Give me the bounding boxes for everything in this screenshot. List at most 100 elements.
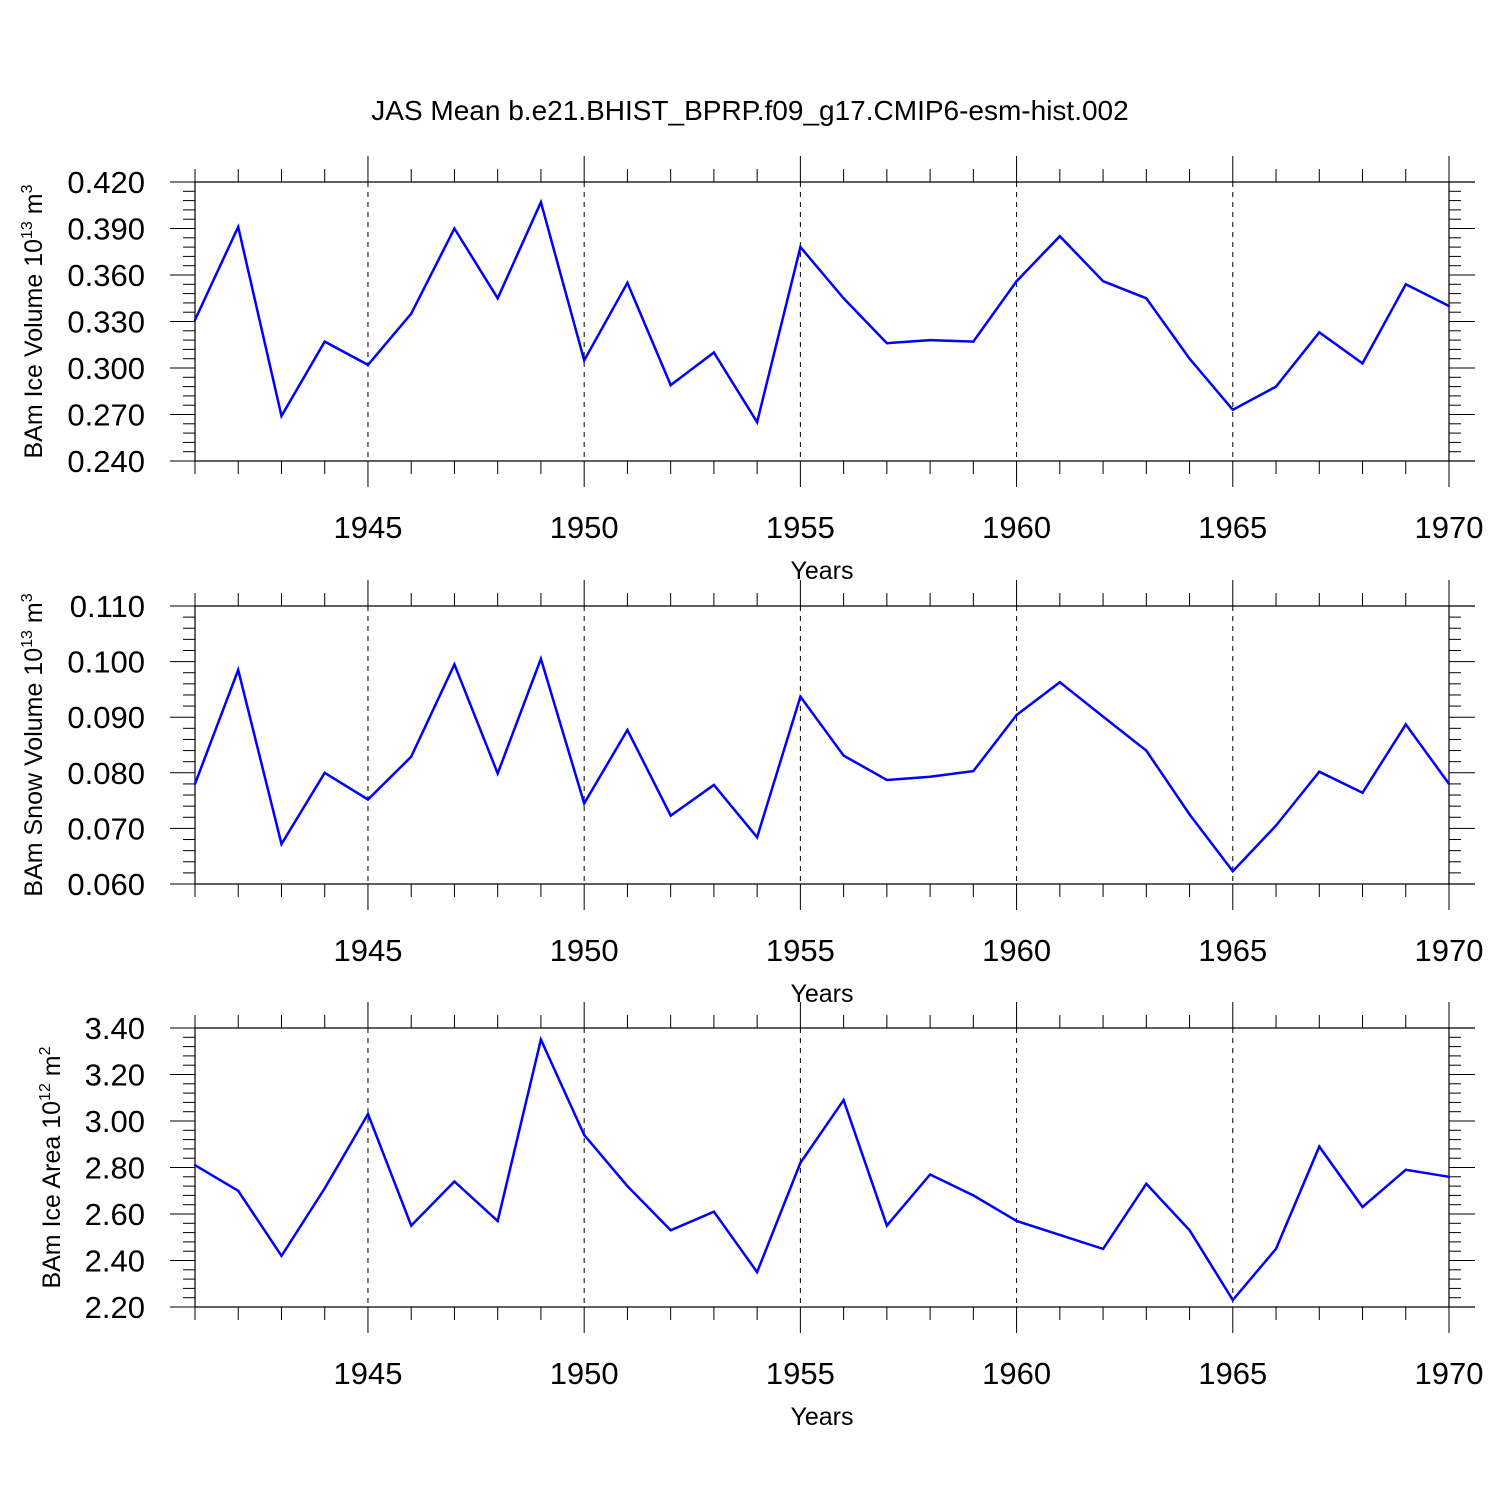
data-point — [1274, 385, 1278, 388]
y-tick-label: 0.080 — [67, 756, 145, 791]
x-tick-label: 1955 — [766, 1356, 835, 1391]
data-point — [237, 225, 240, 229]
data-point — [755, 1270, 759, 1274]
data-point — [496, 772, 499, 775]
y-tick-label: 0.090 — [67, 700, 145, 735]
data-point — [799, 1161, 802, 1165]
y-tick-label: 0.420 — [67, 165, 145, 200]
y-tick-label: 0.110 — [70, 589, 145, 624]
data-point — [1318, 331, 1321, 334]
y-tick-label: 0.070 — [67, 811, 145, 846]
y-tick-label: 2.60 — [85, 1197, 145, 1232]
data-point — [1361, 1205, 1364, 1209]
data-point — [539, 1038, 543, 1041]
data-point — [366, 363, 370, 367]
y-axis-label: BAm Ice Area 1012 m2 — [37, 1046, 66, 1288]
data-point — [1015, 280, 1018, 283]
x-tick-label: 1960 — [982, 510, 1051, 545]
data-point — [1101, 715, 1105, 718]
data-point — [1404, 1168, 1407, 1172]
x-tick-label: 1960 — [982, 1356, 1051, 1391]
data-point — [193, 782, 197, 786]
y-tick-label: 0.330 — [67, 305, 145, 340]
x-tick-label: 1965 — [1198, 933, 1267, 968]
x-tick-label: 1955 — [766, 933, 835, 968]
data-point — [1231, 1298, 1234, 1302]
data-point — [237, 1189, 240, 1192]
data-point — [842, 1098, 845, 1102]
data-point — [626, 1184, 629, 1188]
data-point — [885, 778, 889, 782]
data-point — [626, 281, 629, 284]
data-point — [1145, 1182, 1148, 1185]
data-point — [496, 1219, 499, 1223]
data-point — [539, 657, 543, 661]
data-point — [972, 340, 975, 343]
y-tick-label: 2.80 — [85, 1151, 145, 1186]
x-tick-label: 1950 — [550, 510, 619, 545]
data-point — [1404, 723, 1407, 726]
data-point — [453, 663, 456, 666]
data-point — [669, 814, 672, 817]
data-point — [1145, 749, 1148, 752]
data-point — [626, 728, 629, 732]
data-point — [885, 342, 889, 345]
data-point — [799, 245, 802, 249]
series-line — [193, 198, 1450, 426]
data-point — [1058, 1233, 1062, 1237]
data-point — [323, 771, 326, 774]
data-point — [928, 775, 932, 778]
y-axis-label: BAm Snow Volume 1013 m3 — [19, 593, 48, 896]
data-point — [1447, 1175, 1451, 1179]
x-tick-label: 1950 — [550, 1356, 619, 1391]
data-point — [1274, 1247, 1278, 1251]
x-axis-label: Years — [790, 1403, 853, 1431]
data-point — [539, 200, 543, 204]
data-point — [755, 836, 759, 839]
y-tick-label: 3.00 — [85, 1104, 145, 1139]
x-tick-label: 1945 — [333, 510, 402, 545]
x-tick-label: 1950 — [550, 933, 619, 968]
x-tick-label: 1945 — [333, 1356, 402, 1391]
y-tick-label: 0.270 — [67, 398, 145, 433]
data-point — [799, 695, 802, 698]
y-tick-label: 0.100 — [67, 645, 145, 680]
y-tick-label: 2.40 — [85, 1244, 145, 1279]
data-point — [1188, 1229, 1191, 1232]
x-axis-label: Years — [790, 980, 853, 1008]
x-tick-label: 1970 — [1415, 1356, 1484, 1391]
y-tick-label: 3.40 — [85, 1011, 145, 1046]
data-point — [1145, 297, 1148, 300]
data-point — [1231, 870, 1234, 873]
y-tick-label: 0.240 — [67, 444, 145, 479]
data-point — [582, 359, 586, 362]
x-tick-label: 1945 — [333, 933, 402, 968]
data-point — [1318, 1145, 1321, 1148]
x-tick-label: 1955 — [766, 510, 835, 545]
figure-title: JAS Mean b.e21.BHIST_BPRP.f09_g17.CMIP6-… — [371, 95, 1128, 126]
y-tick-label: 2.20 — [85, 1290, 145, 1325]
series-line — [193, 654, 1451, 874]
data-point — [582, 1133, 586, 1137]
y-axis-label: BAm Ice Volume 1013 m3 — [19, 184, 48, 458]
data-point — [323, 340, 326, 343]
data-point — [928, 338, 932, 342]
data-point — [410, 1224, 413, 1227]
data-point — [885, 1224, 889, 1227]
data-point — [1231, 408, 1234, 412]
data-point — [755, 421, 759, 424]
data-point — [928, 1173, 932, 1176]
data-point — [366, 798, 370, 801]
data-point — [1404, 283, 1407, 286]
data-point — [1447, 304, 1451, 308]
data-point — [1361, 791, 1364, 795]
chart-panel-1: 1945 1950 1955 1960 1965 1970 Years 0.240 0.270 0… — [19, 156, 1483, 585]
data-point — [842, 297, 845, 300]
data-point — [280, 842, 283, 846]
y-tick-label: 3.20 — [85, 1058, 145, 1093]
y-tick-label: 0.300 — [67, 351, 145, 386]
data-point — [582, 802, 586, 805]
data-point — [366, 1112, 370, 1116]
data-point — [1015, 1219, 1018, 1223]
x-tick-label: 1965 — [1198, 1356, 1267, 1391]
